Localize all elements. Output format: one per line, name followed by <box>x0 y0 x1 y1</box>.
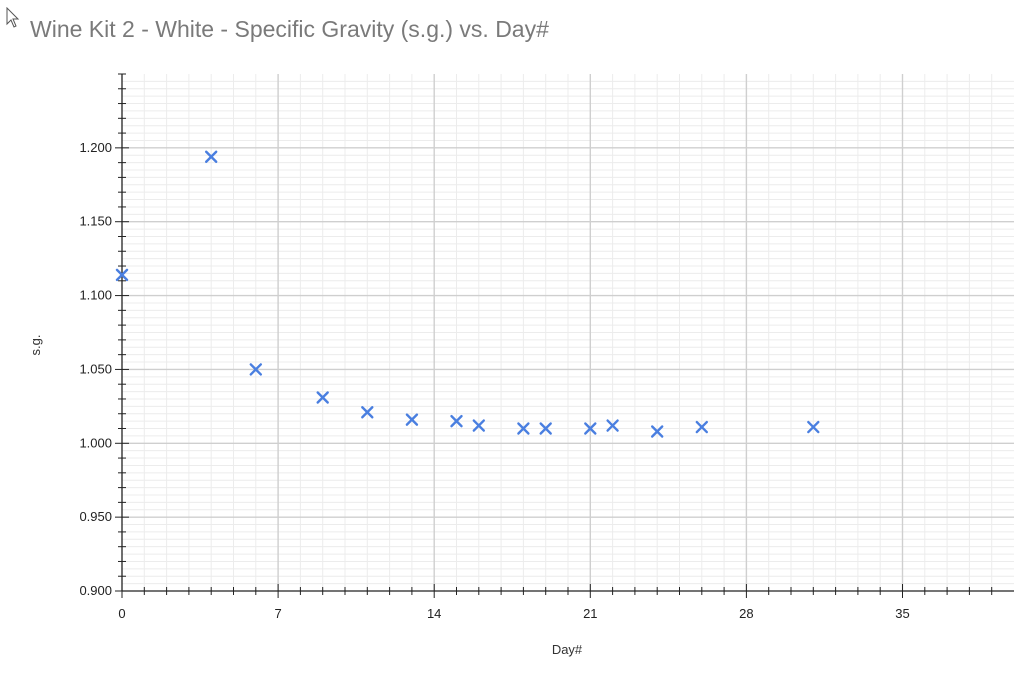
data-point-stroke <box>472 419 485 432</box>
data-point-stroke <box>807 420 820 434</box>
data-point-stroke <box>204 150 218 163</box>
data-point <box>249 363 262 376</box>
data-point <box>606 419 619 432</box>
y-tick-label: 1.050 <box>79 361 112 376</box>
y-tick-label: 0.950 <box>79 509 112 524</box>
data-point <box>405 413 419 426</box>
data-point <box>539 422 552 435</box>
data-point-stroke <box>249 363 262 376</box>
grid-lines <box>122 74 1014 591</box>
x-tick-label: 21 <box>583 606 597 621</box>
data-point <box>807 420 820 434</box>
x-tick-label: 14 <box>427 606 441 621</box>
data-points <box>115 150 820 438</box>
tick-marks <box>115 73 993 598</box>
data-point <box>517 422 530 435</box>
x-tick-label: 28 <box>739 606 753 621</box>
mouse-pointer-icon <box>6 7 20 28</box>
y-tick-label: 1.150 <box>79 214 112 229</box>
y-tick-label: 0.900 <box>79 583 112 598</box>
x-tick-label: 7 <box>274 606 281 621</box>
y-axis-label: s.g. <box>28 335 43 356</box>
data-point-stroke <box>115 268 129 282</box>
data-point-stroke <box>651 425 664 438</box>
x-tick-label: 0 <box>118 606 125 621</box>
data-point-stroke <box>606 419 619 432</box>
data-point-stroke <box>695 420 708 434</box>
data-point-stroke <box>539 422 552 435</box>
tick-labels: 0 7 14 21 28 35 0.900 0.950 1.000 1.050 1.100 1.150… <box>79 140 909 621</box>
data-point <box>695 420 708 434</box>
data-point <box>472 419 485 432</box>
data-point-stroke <box>361 406 374 419</box>
data-point <box>204 150 218 163</box>
x-axis-label: Day# <box>552 642 583 657</box>
data-point-stroke <box>517 422 530 435</box>
data-point <box>361 406 374 419</box>
data-point <box>450 414 463 428</box>
y-tick-label: 1.000 <box>79 435 112 450</box>
y-tick-label: 1.100 <box>79 288 112 303</box>
data-point <box>584 422 597 435</box>
chart-title: Wine Kit 2 - White - Specific Gravity (s… <box>30 16 549 42</box>
y-tick-label: 1.200 <box>79 140 112 155</box>
data-point-stroke <box>316 391 329 404</box>
data-point <box>651 425 664 438</box>
data-point <box>115 268 129 282</box>
data-point-stroke <box>584 422 597 435</box>
data-point <box>316 391 329 404</box>
data-point-stroke <box>450 414 463 428</box>
x-tick-label: 35 <box>895 606 909 621</box>
data-point-stroke <box>405 413 419 426</box>
